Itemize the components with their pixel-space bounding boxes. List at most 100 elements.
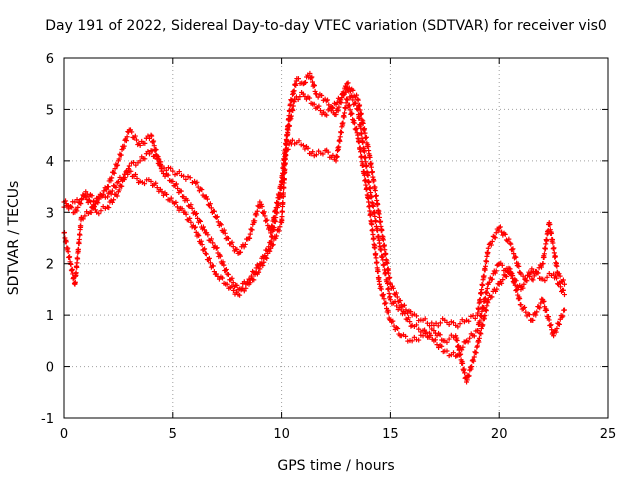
data-point bbox=[434, 342, 440, 348]
y-tick-label: 2 bbox=[46, 258, 54, 273]
data-point bbox=[384, 260, 390, 266]
data-point bbox=[208, 236, 214, 242]
data-point bbox=[335, 108, 341, 114]
data-point bbox=[381, 242, 387, 248]
data-point bbox=[352, 120, 358, 126]
data-point bbox=[535, 270, 541, 276]
data-point bbox=[202, 246, 208, 252]
data-point bbox=[170, 168, 176, 174]
data-point bbox=[274, 233, 280, 239]
y-tick-label: -1 bbox=[41, 412, 54, 427]
data-point bbox=[366, 203, 372, 209]
data-point bbox=[311, 83, 317, 89]
data-point bbox=[517, 296, 523, 302]
data-point bbox=[557, 273, 563, 279]
data-point bbox=[148, 132, 154, 138]
data-point bbox=[496, 281, 502, 287]
y-axis-label: SDTVAR / TECUs bbox=[6, 181, 22, 296]
data-point bbox=[303, 79, 309, 85]
data-point bbox=[311, 82, 317, 88]
data-point bbox=[446, 322, 452, 328]
data-point bbox=[539, 296, 545, 302]
data-point bbox=[455, 324, 461, 330]
data-point bbox=[538, 300, 544, 306]
data-point bbox=[317, 107, 323, 113]
data-point bbox=[366, 179, 372, 185]
data-point bbox=[446, 336, 452, 342]
data-point bbox=[350, 97, 356, 103]
data-point bbox=[359, 153, 365, 159]
data-point bbox=[113, 184, 119, 190]
data-point bbox=[293, 82, 299, 88]
data-point bbox=[234, 282, 240, 288]
data-point bbox=[558, 284, 564, 290]
data-point bbox=[510, 273, 516, 279]
x-tick-label: 20 bbox=[491, 427, 508, 442]
data-point bbox=[516, 263, 522, 269]
data-point bbox=[223, 266, 229, 272]
data-point bbox=[546, 317, 552, 323]
data-point bbox=[189, 205, 195, 211]
data-point bbox=[137, 142, 143, 148]
y-tick-label: 5 bbox=[46, 103, 54, 118]
data-point bbox=[386, 270, 392, 276]
data-point bbox=[142, 156, 148, 162]
data-point bbox=[355, 97, 361, 103]
data-point bbox=[486, 279, 492, 285]
data-point bbox=[184, 197, 190, 203]
data-point bbox=[408, 309, 414, 315]
data-point bbox=[548, 322, 554, 328]
plot-frame bbox=[63, 57, 609, 419]
data-point bbox=[105, 194, 111, 200]
data-point bbox=[524, 278, 530, 284]
data-point bbox=[414, 322, 420, 328]
data-point bbox=[122, 175, 128, 181]
data-point bbox=[375, 269, 381, 275]
data-point bbox=[385, 309, 391, 315]
data-point bbox=[297, 94, 303, 100]
data-point bbox=[527, 273, 533, 279]
data-point bbox=[178, 188, 184, 194]
data-point bbox=[494, 286, 500, 292]
data-point bbox=[483, 308, 489, 314]
data-point bbox=[183, 176, 189, 182]
data-point bbox=[372, 245, 378, 251]
data-point bbox=[197, 218, 203, 224]
data-point bbox=[74, 197, 80, 203]
data-point bbox=[382, 247, 388, 253]
data-point bbox=[471, 354, 477, 360]
data-point bbox=[471, 333, 477, 339]
data-point bbox=[424, 333, 430, 339]
data-point bbox=[552, 254, 558, 260]
data-point bbox=[337, 138, 343, 144]
data-point bbox=[289, 97, 295, 103]
data-point bbox=[179, 206, 185, 212]
data-point bbox=[547, 221, 553, 227]
data-point bbox=[211, 208, 217, 214]
data-point bbox=[500, 277, 506, 283]
data-point bbox=[83, 194, 89, 200]
data-point bbox=[168, 165, 174, 171]
data-point bbox=[362, 126, 368, 132]
data-point bbox=[188, 219, 194, 225]
data-point bbox=[281, 156, 287, 162]
data-point bbox=[373, 251, 379, 257]
data-point bbox=[84, 196, 90, 202]
y-tick-label: 6 bbox=[46, 52, 54, 67]
data-point bbox=[67, 254, 73, 260]
data-point bbox=[126, 163, 132, 169]
data-point bbox=[522, 275, 528, 281]
data-point bbox=[271, 214, 277, 220]
data-point bbox=[159, 189, 165, 195]
data-point bbox=[296, 138, 302, 144]
data-point bbox=[98, 208, 104, 214]
data-point bbox=[543, 241, 549, 247]
data-point bbox=[469, 364, 475, 370]
data-point bbox=[492, 235, 498, 241]
data-point bbox=[466, 318, 472, 324]
data-point bbox=[254, 208, 260, 214]
data-point bbox=[522, 304, 528, 310]
data-point bbox=[485, 245, 491, 251]
data-point bbox=[476, 335, 482, 341]
data-point bbox=[132, 171, 138, 177]
